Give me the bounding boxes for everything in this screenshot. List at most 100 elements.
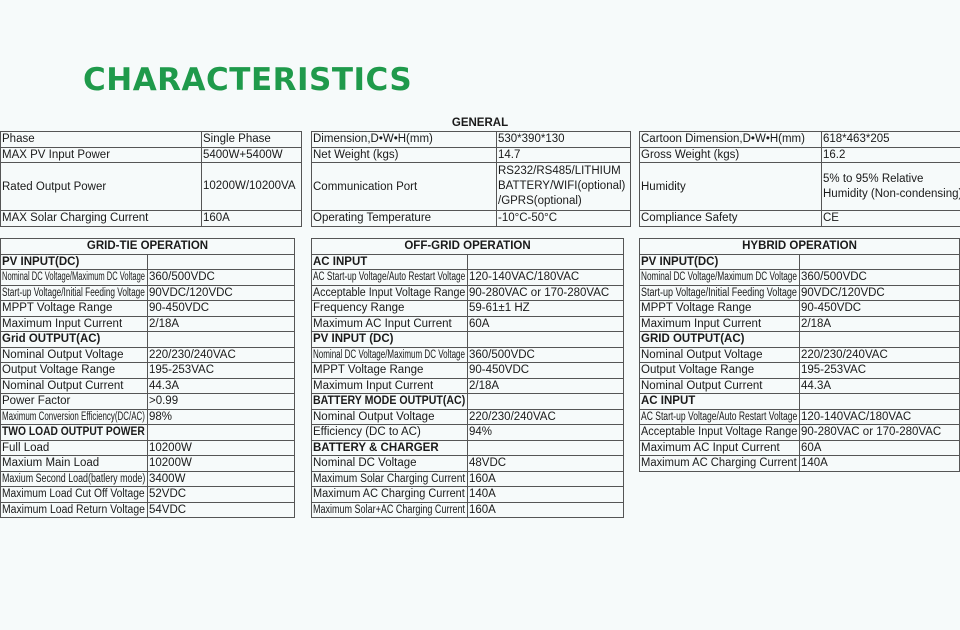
spec-label: Humidity xyxy=(639,162,822,211)
spec-value: 90VDC/120VDC xyxy=(147,284,295,301)
spec-value-text: 10200W xyxy=(149,441,192,454)
table-row: Maximum Solar Charging Current 160A xyxy=(311,470,624,487)
table-row: Nominal DC Voltage 48VDC xyxy=(311,455,624,472)
spec-label-text: AC Start-up Voltage/Auto Restart Voltage xyxy=(313,271,466,284)
spec-label: Frequency Range xyxy=(311,300,468,317)
spec-label: Gross Weight (kgs) xyxy=(639,146,822,163)
spec-value-text: 54VDC xyxy=(149,503,187,516)
spec-label: MPPT Voltage Range xyxy=(639,300,800,317)
spec-label: Net Weight (kgs) xyxy=(311,146,497,163)
spec-value: 60A xyxy=(799,439,960,456)
table-row: Full Load 10200W xyxy=(0,439,295,456)
table-heading: HYBRID OPERATION xyxy=(639,238,960,255)
spec-value-text: 52VDC xyxy=(149,488,187,501)
spec-label-text: Maxium Second Load(batlery mode) xyxy=(2,472,146,485)
table-row: Humidity 5% to 95% Relative Humidity (Non… xyxy=(639,162,960,211)
section-row: AC INPUT xyxy=(311,253,624,270)
spec-label: Full Load xyxy=(0,439,148,456)
section-row: BATTERY MODE OUTPUT(AC) xyxy=(311,393,624,410)
section-label-text: TWO LOAD OUTPUT POWER xyxy=(2,426,145,439)
spec-value-text: 160A xyxy=(469,503,496,516)
spec-value-text: 360/500VDC xyxy=(149,271,215,284)
spec-value: 2/18A xyxy=(467,377,624,394)
table-row: Operating Temperature -10°C-50°C xyxy=(311,210,631,227)
spec-value-text: 90-450VDC xyxy=(149,302,210,315)
spec-value: CE xyxy=(821,210,960,227)
spec-value: 618*463*205 xyxy=(821,131,960,148)
spec-value: 120-140VAC/180VAC xyxy=(799,408,960,425)
section-row: TWO LOAD OUTPUT POWER xyxy=(0,424,295,441)
spec-label-text: Cartoon Dimension,D•W•H(mm) xyxy=(641,133,805,146)
table-row: Net Weight (kgs) 14.7 xyxy=(311,146,631,163)
spec-label-text: Net Weight (kgs) xyxy=(313,148,399,161)
table-row: Nominal Output Voltage 220/230/240VAC xyxy=(639,346,960,363)
spec-label-text: Full Load xyxy=(2,441,50,454)
spec-label: MAX PV Input Power xyxy=(0,146,202,163)
spec-value: 195-253VAC xyxy=(799,362,960,379)
general-table-1: Phase Single Phase MAX PV Input Power 5400W… xyxy=(0,131,302,227)
general-table-3: Cartoon Dimension,D•W•H(mm) 618*463*205 Gr… xyxy=(639,131,960,227)
section-row: AC INPUT xyxy=(639,393,960,410)
spec-label: Maximum Input Current xyxy=(0,315,148,332)
table-row: Maxium Second Load(batlery mode) 3400W xyxy=(0,470,295,487)
spec-label-text: Nominal Output Voltage xyxy=(313,410,435,423)
spec-value: 160A xyxy=(201,210,302,227)
table-row: AC Start-up Voltage/Auto Restart Voltage… xyxy=(311,269,624,286)
spec-label-text: Gross Weight (kgs) xyxy=(641,148,740,161)
spec-label-text: Nominal Output Voltage xyxy=(641,348,763,361)
spec-label: Power Factor xyxy=(0,393,148,410)
spec-value: 220/230/240VAC xyxy=(467,408,624,425)
spec-value-text: 2/18A xyxy=(801,317,832,330)
spec-label: Dimension,D•W•H(mm) xyxy=(311,131,497,148)
spec-label: Nominal Output Voltage xyxy=(311,408,468,425)
spec-value: 160A xyxy=(467,501,624,518)
spec-label: Maximum Load Return Voltage xyxy=(0,501,148,518)
spec-label-text: Rated Output Power xyxy=(2,180,107,193)
table-row: Nominal Output Voltage 220/230/240VAC xyxy=(311,408,624,425)
section-value xyxy=(799,331,960,348)
section-row: BATTERY & CHARGER xyxy=(311,439,624,456)
spec-label: Maximum Solar Charging Current xyxy=(311,470,468,487)
section-row: Grid OUTPUT(AC) xyxy=(0,331,295,348)
spec-value: 14.7 xyxy=(496,146,631,163)
spec-label-text: Maxium Main Load xyxy=(2,457,100,470)
spec-value-text: 160A xyxy=(203,212,230,225)
spec-label-text: Nominal Output Current xyxy=(2,379,124,392)
section-label: AC INPUT xyxy=(639,393,800,410)
table-row: MPPT Voltage Range 90-450VDC xyxy=(639,300,960,317)
general-heading: GENERAL xyxy=(451,117,509,129)
section-value xyxy=(467,439,624,456)
spec-value: -10°C-50°C xyxy=(496,210,631,227)
spec-value: 2/18A xyxy=(799,315,960,332)
spec-value-text: 10200W xyxy=(149,457,192,470)
spec-value: Single Phase xyxy=(201,131,302,148)
table-row: Gross Weight (kgs) 16.2 xyxy=(639,146,960,163)
section-label: PV INPUT (DC) xyxy=(311,331,468,348)
spec-label-text: Maximum Load Return Voltage xyxy=(2,503,145,516)
table-row: Nominal Output Current 44.3A xyxy=(0,377,295,394)
spec-label-text: Efficiency (DC to AC) xyxy=(313,426,421,439)
table-header: HYBRID OPERATION xyxy=(639,238,960,255)
spec-label-text: Maximum Input Current xyxy=(2,317,123,330)
spec-value: 90-450VDC xyxy=(799,300,960,317)
spec-value-text: 14.7 xyxy=(498,148,521,161)
spec-label: Output Voltage Range xyxy=(0,362,148,379)
section-value xyxy=(147,424,295,441)
spec-value-text: 140A xyxy=(469,488,496,501)
spec-value-text: 120-140VAC/180VAC xyxy=(469,271,580,284)
section-label-text: BATTERY MODE OUTPUT(AC) xyxy=(313,395,466,408)
spec-label: Acceptable Input Voltage Range xyxy=(639,424,800,441)
table-row: Nominal Output Current 44.3A xyxy=(639,377,960,394)
table-row: Nominal DC Voltage/Maximum DC Voltage 360… xyxy=(0,269,295,286)
spec-label: MPPT Voltage Range xyxy=(311,362,468,379)
spec-label: Maximum AC Charging Current xyxy=(639,455,800,472)
spec-label-text: Nominal DC Voltage xyxy=(313,457,417,470)
section-value xyxy=(467,393,624,410)
spec-label: Nominal DC Voltage/Maximum DC Voltage xyxy=(311,346,468,363)
spec-value-text: 220/230/240VAC xyxy=(801,348,888,361)
spec-label: Nominal Output Current xyxy=(0,377,148,394)
table-row: Maximum AC Charging Current 140A xyxy=(639,455,960,472)
table-row: Maximum Load Return Voltage 54VDC xyxy=(0,501,295,518)
section-label: BATTERY MODE OUTPUT(AC) xyxy=(311,393,468,410)
spec-value: 60A xyxy=(467,315,624,332)
